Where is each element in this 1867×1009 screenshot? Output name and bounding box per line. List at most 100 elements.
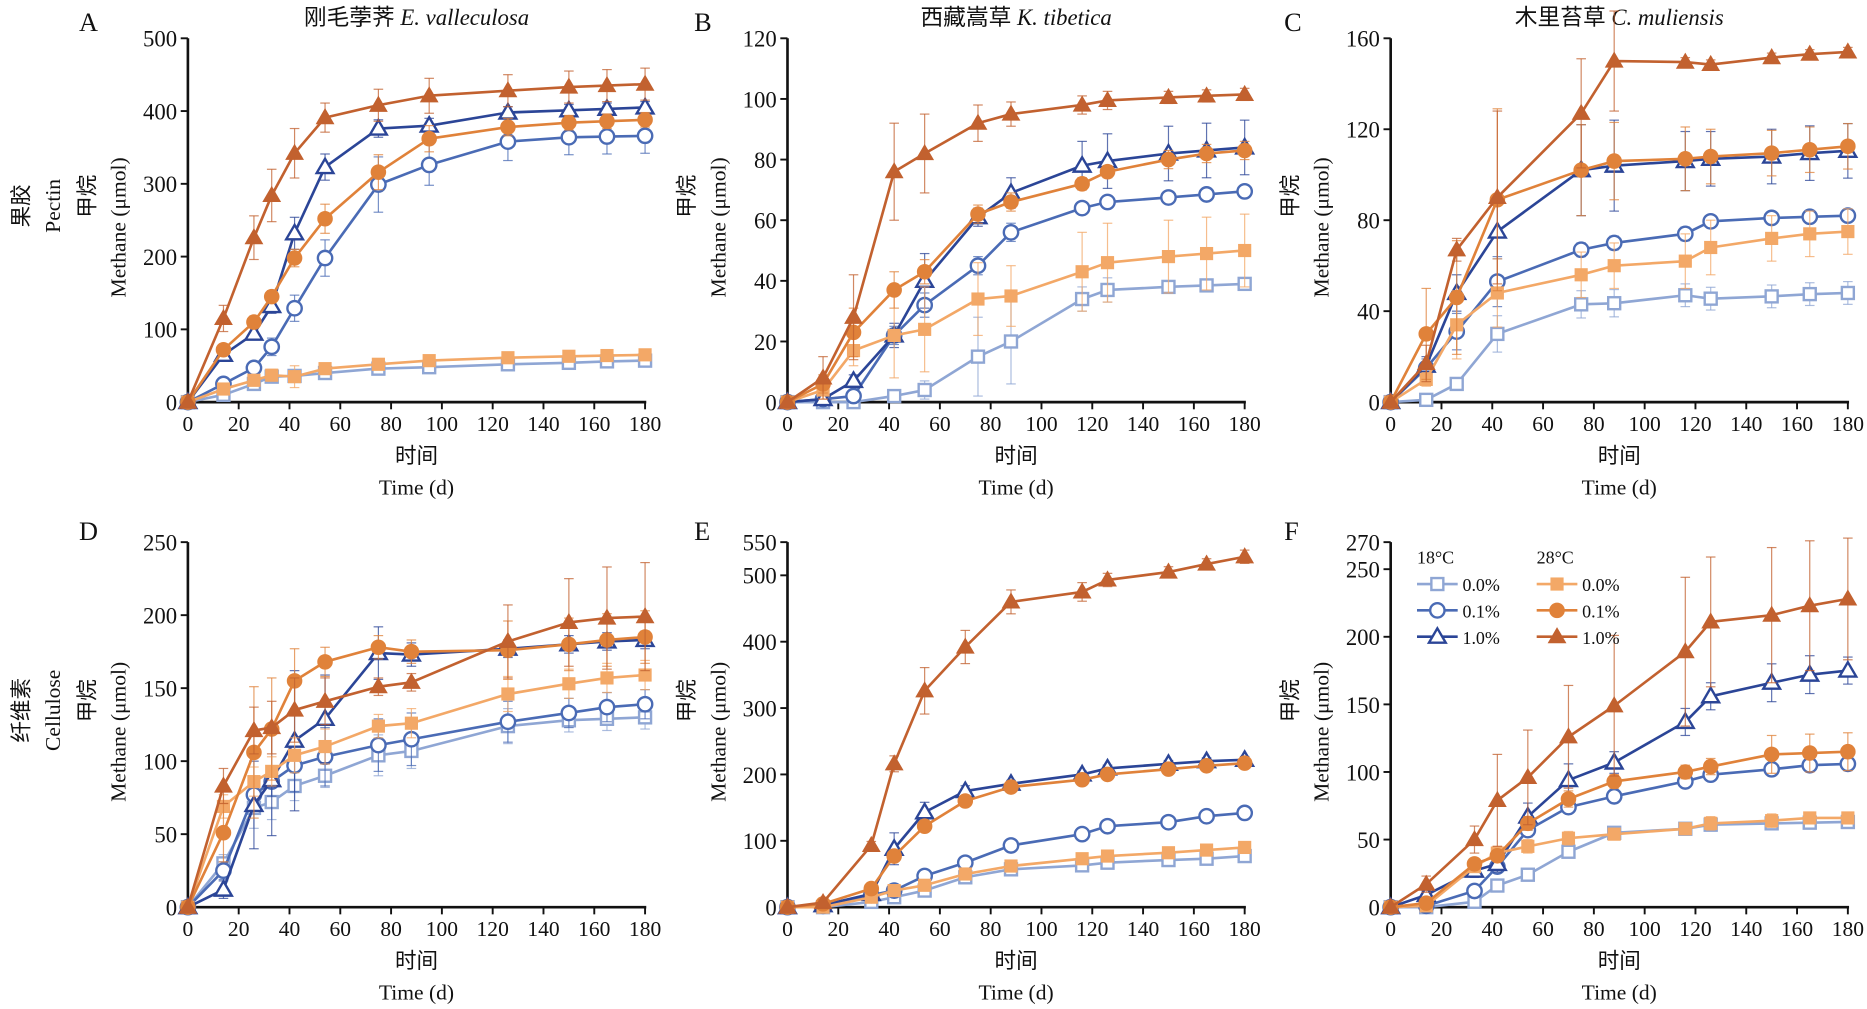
data-point	[1487, 187, 1507, 205]
data-point	[368, 677, 388, 694]
x-tick-label: 160	[1781, 412, 1813, 436]
data-point	[1002, 837, 1020, 854]
data-point	[1075, 852, 1089, 866]
y-tick-label: 0	[765, 896, 776, 921]
y-tick-label: 400	[743, 630, 777, 655]
data-point	[1199, 843, 1214, 857]
series-28C_1-0	[178, 561, 655, 914]
data-point	[1381, 392, 1401, 409]
data-point	[957, 793, 974, 809]
row-label-en: Pectin	[41, 179, 65, 233]
x-tick-label: 80	[1583, 917, 1605, 941]
series-28C_0-1	[779, 755, 1253, 915]
data-point	[1074, 176, 1090, 192]
data-point	[1099, 766, 1116, 783]
y-tick-label: 550	[743, 531, 777, 556]
data-point	[214, 776, 233, 793]
legend-title-18C: 18°C	[1417, 548, 1454, 568]
legend-label: 0.0%	[1462, 575, 1499, 595]
series-line	[1389, 149, 1848, 404]
data-point	[214, 308, 233, 326]
series-18C_1-0	[777, 119, 1256, 410]
panel-title: 刚毛荸荠 E. valleculosa	[304, 5, 529, 30]
series-28C_1-0	[178, 67, 655, 409]
data-point	[917, 382, 932, 398]
y-tick-label: 270	[1346, 531, 1380, 556]
panel-D: D 0 50 100 150 200 250 0 20 40 60 80 100 120 140 160 180…	[10, 517, 661, 1005]
x-tick-label: 60	[330, 917, 352, 941]
x-tick-label: 100	[1629, 412, 1661, 436]
x-axis-label-en: Time (d)	[1582, 475, 1657, 499]
data-point	[1159, 562, 1178, 579]
series-line	[1389, 597, 1849, 909]
x-tick-label: 20	[228, 412, 250, 436]
x-tick-label: 0	[183, 412, 194, 436]
x-axis-label-en: Time (d)	[1582, 980, 1657, 1004]
y-tick-label: 40	[1357, 300, 1380, 325]
data-point	[1764, 289, 1779, 304]
data-point	[284, 222, 306, 241]
y-axis-label-en: Methane (μmol)	[107, 157, 131, 297]
data-point	[1841, 224, 1855, 239]
panel-letter: C	[1284, 8, 1302, 37]
data-point	[1003, 779, 1019, 795]
data-point	[1701, 612, 1721, 629]
x-tick-label: 120	[477, 917, 509, 941]
data-point	[1762, 48, 1782, 65]
data-point	[1489, 848, 1506, 864]
data-point	[1418, 895, 1435, 911]
data-point	[970, 349, 986, 364]
data-point	[1799, 663, 1821, 682]
x-tick-label: 20	[1431, 412, 1453, 436]
data-point	[843, 370, 864, 389]
series-line	[186, 106, 646, 403]
data-point	[1449, 376, 1464, 392]
data-point	[598, 128, 616, 145]
data-point	[1416, 874, 1436, 891]
y-tick-label: 500	[143, 27, 177, 52]
x-axis-label-zh: 时间	[395, 949, 438, 973]
legend-entry: 1.0%	[1536, 627, 1620, 648]
data-point	[1561, 844, 1576, 859]
data-point	[1801, 141, 1818, 158]
data-point	[286, 250, 303, 266]
legend-marker-icon	[1547, 627, 1567, 644]
x-tick-label: 0	[1385, 412, 1396, 436]
series-28C_0-0	[1384, 208, 1855, 409]
data-point	[1073, 825, 1091, 843]
data-point	[1521, 839, 1535, 853]
legend-marker-icon	[1549, 602, 1565, 619]
data-point	[285, 700, 304, 717]
data-point	[1236, 183, 1254, 200]
data-point	[1160, 813, 1177, 831]
panel-letter: D	[79, 517, 98, 546]
series-28C_0-1	[1382, 732, 1856, 915]
data-point	[263, 338, 281, 356]
data-point	[316, 249, 334, 267]
x-tick-label: 120	[1679, 917, 1711, 941]
data-point	[314, 156, 336, 175]
data-point	[1802, 286, 1817, 302]
data-point	[1765, 814, 1779, 828]
y-tick-label: 100	[143, 750, 177, 775]
data-point	[1071, 154, 1093, 173]
data-point	[1198, 807, 1215, 825]
y-tick-label: 500	[743, 564, 777, 589]
data-point	[422, 354, 436, 368]
data-point	[559, 77, 579, 94]
x-tick-label: 60	[929, 917, 951, 941]
data-point	[1159, 87, 1178, 105]
data-point	[1803, 811, 1817, 825]
data-point	[1447, 240, 1467, 257]
data-point	[1607, 827, 1621, 841]
data-point	[317, 210, 333, 227]
x-tick-label: 120	[1076, 917, 1108, 941]
data-point	[915, 143, 935, 161]
data-point	[263, 288, 280, 305]
data-point	[1837, 659, 1859, 678]
data-point	[562, 349, 576, 363]
x-tick-label: 80	[1583, 412, 1605, 436]
y-axis-label-en: Methane (μmol)	[1309, 662, 1333, 802]
